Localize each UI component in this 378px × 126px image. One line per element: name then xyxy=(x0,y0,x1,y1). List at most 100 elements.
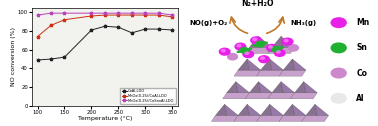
Ellipse shape xyxy=(269,47,283,51)
Polygon shape xyxy=(249,82,261,93)
Text: Al: Al xyxy=(356,94,365,103)
Circle shape xyxy=(243,51,254,58)
Polygon shape xyxy=(315,104,328,115)
Polygon shape xyxy=(279,115,306,121)
Polygon shape xyxy=(268,47,294,53)
MnOx(0.25)/CoAl-LDO xyxy=(62,19,67,21)
Polygon shape xyxy=(268,93,294,99)
Text: N₂+H₂O: N₂+H₂O xyxy=(241,0,273,8)
Polygon shape xyxy=(215,104,227,115)
Legend: CoAl-LDO, MnOx(0.25)/CoAl-LDO, MnOx(0.25)/CoSnxAl-LDO: CoAl-LDO, MnOx(0.25)/CoAl-LDO, MnOx(0.25… xyxy=(120,88,176,104)
MnOx(0.25)/CoAl-LDO xyxy=(170,16,175,18)
Polygon shape xyxy=(247,104,261,115)
MnOx(0.25)/CoAl-LDO xyxy=(35,36,40,37)
CoAl-LDO xyxy=(116,26,121,28)
CoAl-LDO xyxy=(156,28,161,30)
Circle shape xyxy=(235,43,246,50)
Polygon shape xyxy=(236,82,249,93)
Polygon shape xyxy=(283,59,294,70)
MnOx(0.25)/CoSnxAl-LDO xyxy=(49,12,53,14)
Polygon shape xyxy=(238,104,249,115)
Circle shape xyxy=(331,68,346,78)
MnOx(0.25)/CoSnxAl-LDO xyxy=(89,12,94,14)
Circle shape xyxy=(284,39,288,42)
MnOx(0.25)/CoAl-LDO xyxy=(156,14,161,16)
Polygon shape xyxy=(270,59,283,70)
Polygon shape xyxy=(281,36,294,47)
Circle shape xyxy=(274,50,285,56)
Text: NO(g)+O₂: NO(g)+O₂ xyxy=(190,20,228,26)
Polygon shape xyxy=(257,115,283,121)
Polygon shape xyxy=(238,59,249,70)
Polygon shape xyxy=(225,104,238,115)
X-axis label: Temperature (°C): Temperature (°C) xyxy=(78,116,132,121)
Ellipse shape xyxy=(253,42,267,46)
Polygon shape xyxy=(245,93,272,99)
MnOx(0.25)/CoSnxAl-LDO xyxy=(156,12,161,14)
MnOx(0.25)/CoSnxAl-LDO xyxy=(35,14,40,16)
MnOx(0.25)/CoSnxAl-LDO xyxy=(170,14,175,16)
Polygon shape xyxy=(211,115,238,121)
Circle shape xyxy=(276,51,280,53)
Circle shape xyxy=(256,41,264,47)
Polygon shape xyxy=(234,70,261,76)
MnOx(0.25)/CoSnxAl-LDO xyxy=(62,12,67,14)
Circle shape xyxy=(259,56,269,63)
CoAl-LDO xyxy=(130,32,134,34)
MnOx(0.25)/CoAl-LDO xyxy=(89,15,94,17)
MnOx(0.25)/CoSnxAl-LDO xyxy=(116,12,121,14)
CoAl-LDO xyxy=(35,59,40,61)
Circle shape xyxy=(237,44,241,47)
Polygon shape xyxy=(245,47,272,53)
Polygon shape xyxy=(279,70,306,76)
Polygon shape xyxy=(294,82,306,93)
Circle shape xyxy=(219,48,230,55)
CoAl-LDO xyxy=(143,28,147,30)
Text: Co: Co xyxy=(356,69,367,78)
Circle shape xyxy=(282,38,293,45)
Polygon shape xyxy=(291,93,317,99)
Polygon shape xyxy=(283,104,294,115)
Polygon shape xyxy=(302,115,328,121)
Line: MnOx(0.25)/CoAl-LDO: MnOx(0.25)/CoAl-LDO xyxy=(36,13,174,38)
CoAl-LDO xyxy=(62,56,67,58)
Circle shape xyxy=(271,46,280,52)
MnOx(0.25)/CoAl-LDO xyxy=(130,14,134,16)
Polygon shape xyxy=(261,59,272,70)
Circle shape xyxy=(266,44,277,51)
Ellipse shape xyxy=(237,49,251,52)
Circle shape xyxy=(331,93,346,103)
CoAl-LDO xyxy=(49,58,53,60)
MnOx(0.25)/CoAl-LDO xyxy=(143,14,147,16)
Polygon shape xyxy=(223,93,249,99)
Circle shape xyxy=(261,57,265,59)
CoAl-LDO xyxy=(89,29,94,31)
MnOx(0.25)/CoSnxAl-LDO xyxy=(143,12,147,14)
Polygon shape xyxy=(272,36,283,47)
Polygon shape xyxy=(272,82,283,93)
Circle shape xyxy=(253,38,257,40)
Text: Mn: Mn xyxy=(356,18,370,27)
Polygon shape xyxy=(270,104,283,115)
Circle shape xyxy=(269,46,272,48)
Polygon shape xyxy=(261,104,272,115)
Text: Sn: Sn xyxy=(356,43,367,52)
CoAl-LDO xyxy=(170,29,175,31)
Circle shape xyxy=(288,45,298,51)
Circle shape xyxy=(228,54,237,60)
MnOx(0.25)/CoAl-LDO xyxy=(49,25,53,26)
Text: NH₃(g): NH₃(g) xyxy=(290,20,316,26)
MnOx(0.25)/CoSnxAl-LDO xyxy=(103,12,107,14)
Circle shape xyxy=(331,18,346,27)
Polygon shape xyxy=(292,104,306,115)
MnOx(0.25)/CoAl-LDO xyxy=(103,14,107,16)
MnOx(0.25)/CoSnxAl-LDO xyxy=(130,12,134,14)
Polygon shape xyxy=(247,59,261,70)
Polygon shape xyxy=(304,82,317,93)
Circle shape xyxy=(240,48,249,53)
Circle shape xyxy=(331,43,346,53)
Polygon shape xyxy=(227,82,238,93)
Line: CoAl-LDO: CoAl-LDO xyxy=(36,25,174,62)
Polygon shape xyxy=(257,70,283,76)
Circle shape xyxy=(245,52,249,54)
